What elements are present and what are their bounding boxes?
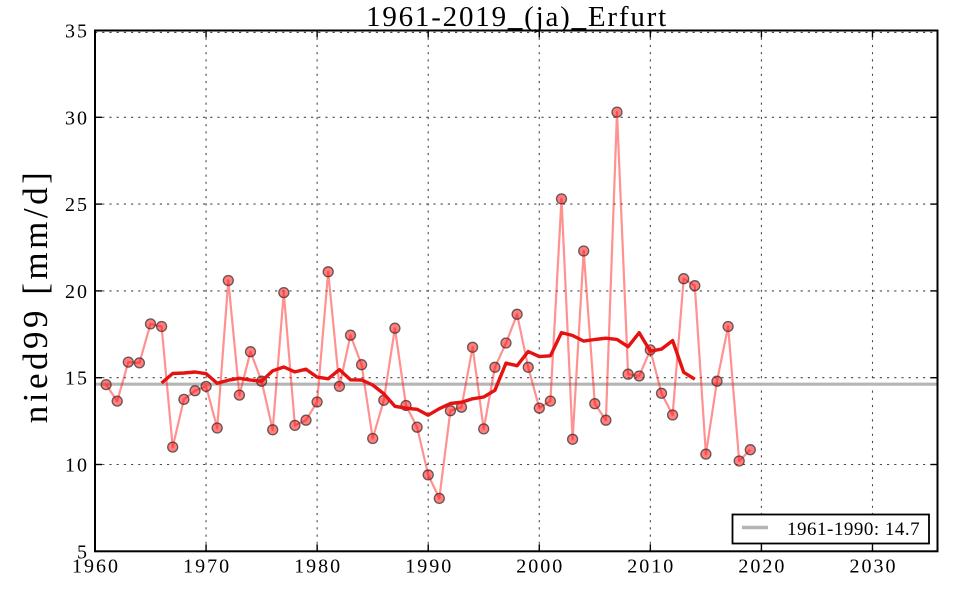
svg-text:2020: 2020 (738, 556, 786, 578)
svg-text:1960: 1960 (72, 556, 120, 578)
svg-text:1990: 1990 (405, 556, 453, 578)
svg-text:20: 20 (65, 281, 89, 303)
svg-text:2000: 2000 (516, 556, 564, 578)
svg-text:1961-1990: 14.7: 1961-1990: 14.7 (787, 519, 920, 540)
svg-text:nied99 [mm/d]: nied99 [mm/d] (16, 169, 55, 424)
svg-text:2030: 2030 (850, 556, 898, 578)
svg-text:35: 35 (65, 21, 89, 43)
svg-text:1961-2019_(ja)_Erfurt: 1961-2019_(ja)_Erfurt (366, 1, 668, 33)
svg-text:1970: 1970 (183, 556, 231, 578)
svg-text:2010: 2010 (627, 556, 675, 578)
svg-text:15: 15 (65, 368, 89, 390)
svg-text:25: 25 (65, 194, 89, 216)
svg-text:5: 5 (77, 541, 89, 563)
svg-text:10: 10 (65, 455, 89, 477)
svg-text:1980: 1980 (294, 556, 342, 578)
svg-text:30: 30 (65, 107, 89, 129)
